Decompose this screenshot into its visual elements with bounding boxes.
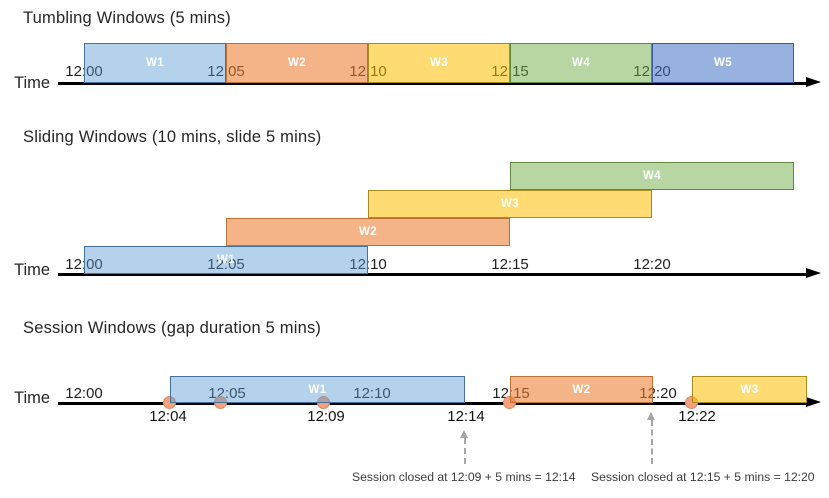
window-label: W2 (358, 226, 378, 238)
window-label: W1 (308, 383, 327, 396)
sliding-window-bar-w2: W2 (226, 218, 510, 246)
window-label: W2 (572, 383, 591, 396)
sliding-tick: 12:15 (491, 256, 529, 273)
window-label: W2 (287, 57, 307, 69)
dashed-arrow-up-icon (647, 412, 655, 420)
tumbling-time-axis (58, 82, 806, 85)
session-tick: 12:00 (65, 385, 103, 402)
dashed-arrow-line (651, 420, 653, 464)
session-window-bar-w2: W2 (510, 376, 653, 403)
session-window-bar-w3: W3 (692, 376, 807, 403)
tumbling-window-bar-w4: W4 (510, 43, 652, 83)
session-section-title: Session Windows (gap duration 5 mins) (23, 319, 322, 337)
session-tick: 12:10 (353, 385, 391, 402)
session-time-axis-label: Time (14, 389, 51, 407)
window-label: W4 (642, 170, 662, 182)
window-label: W3 (500, 198, 520, 210)
sliding-axis-arrowhead-icon (806, 268, 821, 278)
sliding-section-title: Sliding Windows (10 mins, slide 5 mins) (23, 128, 322, 146)
sliding-tick: 12:05 (207, 256, 245, 273)
window-label: W5 (713, 57, 733, 69)
session-axis-arrowhead-icon (806, 397, 821, 407)
sliding-window-bar-w1: W1 (84, 246, 368, 274)
tumbling-axis-arrowhead-icon (806, 77, 821, 87)
event-time-label: 12:22 (678, 408, 716, 425)
window-label: W3 (740, 383, 759, 396)
window-label: W1 (216, 254, 236, 266)
session-closed-annotation: Session closed at 12:09 + 5 mins = 12:14 (352, 470, 576, 484)
tumbling-time-axis-label: Time (14, 74, 51, 92)
tumbling-window-bar-w2: W2 (226, 43, 368, 83)
dashed-arrow-up-icon (460, 430, 468, 438)
tumbling-window-bar-w3: W3 (368, 43, 510, 83)
sliding-window-bar-w4: W4 (510, 162, 794, 190)
window-label: W1 (145, 57, 165, 69)
sliding-window-bar-w3: W3 (368, 190, 652, 218)
session-window-bar-w1: W1 (170, 376, 465, 403)
window-label: W3 (429, 57, 449, 69)
window-label: W4 (571, 57, 591, 69)
session-time-axis (58, 402, 806, 405)
sliding-tick: 12:10 (349, 256, 387, 273)
tumbling-window-bar-w5: W5 (652, 43, 794, 83)
event-time-label: 12:14 (447, 408, 485, 425)
session-closed-annotation: Session closed at 12:15 + 5 mins = 12:20 (591, 470, 815, 484)
sliding-time-axis-label: Time (14, 261, 51, 279)
tumbling-window-bar-w1: W1 (84, 43, 226, 83)
sliding-time-axis (58, 273, 806, 276)
event-time-label: 12:04 (149, 408, 187, 425)
event-time-label: 12:09 (307, 408, 345, 425)
sliding-tick: 12:20 (633, 256, 671, 273)
tumbling-section-title: Tumbling Windows (5 mins) (23, 9, 231, 27)
dashed-arrow-line (464, 438, 466, 464)
